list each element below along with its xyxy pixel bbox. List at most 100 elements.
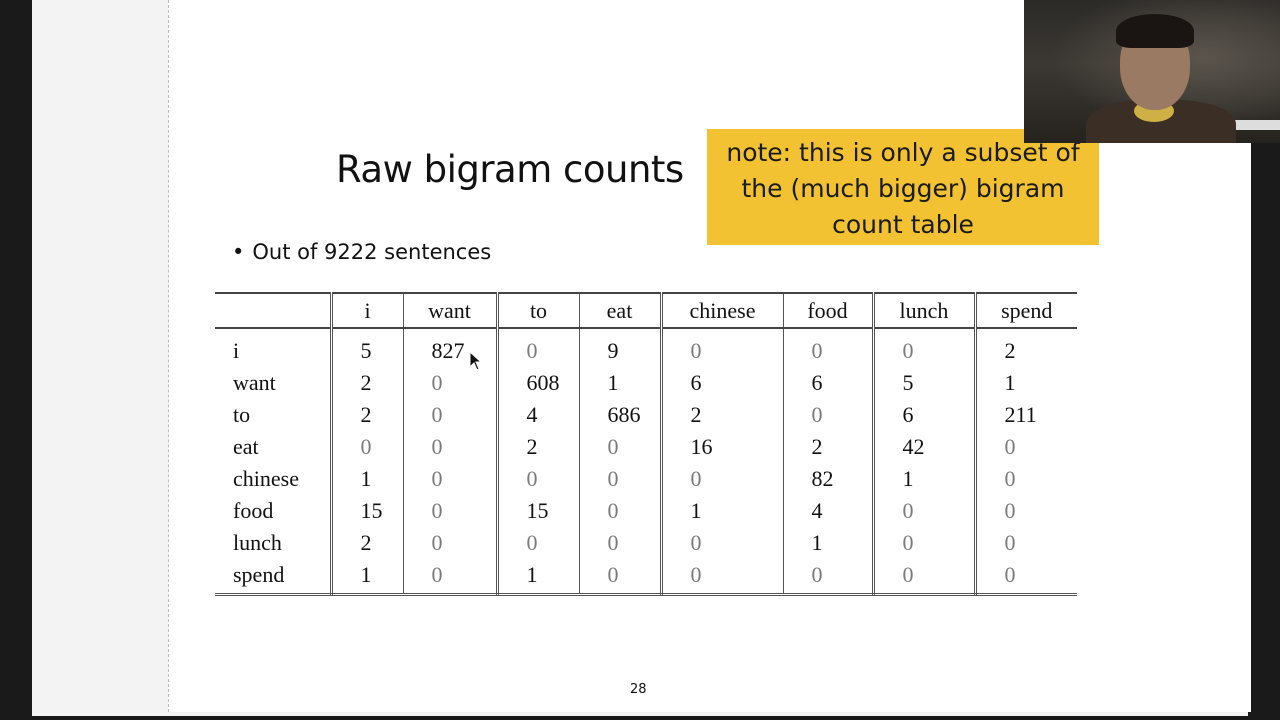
column-header: to	[497, 292, 580, 329]
count-cell: 211	[1004, 402, 1037, 427]
count-cell: 0	[873, 328, 977, 367]
count-cell: 827	[403, 328, 499, 367]
count-cell: 1	[331, 559, 404, 596]
note-line-3: count table	[832, 210, 974, 239]
column-header: lunch	[873, 292, 977, 329]
count-cell: 0	[661, 559, 784, 596]
bigram-count-table: i want to eat chinese food lunch spend i…	[215, 292, 1077, 596]
count-cell: 1	[331, 463, 404, 495]
table-row: spend 1 0 1 0 0 0 0 0	[215, 559, 1077, 596]
column-header: i	[331, 292, 404, 329]
count-cell: 0	[661, 463, 784, 495]
count-cell: 0	[873, 559, 977, 596]
count-cell: 2	[331, 367, 404, 399]
table-row: eat 0 0 2 0 16 2 42 0	[215, 431, 1077, 463]
row-header: food	[215, 495, 333, 527]
corner-cell	[215, 292, 333, 329]
count-cell: 1	[873, 463, 977, 495]
count-cell: 9	[579, 328, 663, 367]
count-cell: 0	[1004, 498, 1016, 523]
count-cell: 15	[497, 495, 580, 527]
row-header: want	[215, 367, 333, 399]
count-cell: 0	[403, 399, 499, 431]
row-header: to	[215, 399, 333, 431]
count-cell: 0	[403, 559, 499, 596]
count-cell: 6	[783, 367, 875, 399]
slide-title: Raw bigram counts	[336, 148, 684, 191]
count-cell: 608	[497, 367, 580, 399]
count-cell: 2	[331, 527, 404, 559]
count-cell: 0	[579, 431, 663, 463]
count-cell: 42	[873, 431, 977, 463]
count-cell: 0	[403, 367, 499, 399]
count-cell: 2	[331, 399, 404, 431]
note-line-2: the (much bigger) bigram	[741, 174, 1065, 203]
count-cell: 0	[497, 527, 580, 559]
count-cell: 0	[975, 559, 1077, 596]
webcam-person-hair	[1116, 14, 1194, 48]
column-header: spend	[975, 292, 1077, 329]
count-cell: 0	[497, 463, 580, 495]
row-header: chinese	[215, 463, 333, 495]
count-cell: 0	[783, 559, 875, 596]
bullet-item: • Out of 9222 sentences	[232, 240, 491, 264]
row-header: i	[215, 328, 333, 367]
count-cell: 5	[331, 328, 404, 367]
count-cell: 0	[579, 527, 663, 559]
count-cell: 0	[1004, 530, 1016, 555]
row-header: spend	[215, 559, 333, 596]
count-cell: 16	[661, 431, 784, 463]
count-cell: 0	[873, 527, 977, 559]
count-cell: 0	[1004, 466, 1016, 491]
count-cell: 4	[497, 399, 580, 431]
count-cell: 0	[403, 495, 499, 527]
note-line-1: note: this is only a subset of	[726, 138, 1080, 167]
page-number: 28	[630, 682, 647, 697]
table-header-row: i want to eat chinese food lunch spend	[215, 292, 1077, 329]
count-cell: 1	[1004, 370, 1016, 395]
column-header: chinese	[661, 292, 784, 329]
count-cell: 6	[873, 399, 977, 431]
count-cell: 0	[403, 431, 499, 463]
count-cell: 1	[579, 367, 663, 399]
count-cell: 0	[1004, 434, 1016, 459]
count-cell: 0	[331, 431, 404, 463]
count-cell: 0	[661, 328, 784, 367]
row-header: lunch	[215, 527, 333, 559]
count-cell: 15	[331, 495, 404, 527]
count-cell: 0	[403, 527, 499, 559]
note-callout: note: this is only a subset of the (much…	[707, 129, 1099, 245]
count-cell: 4	[783, 495, 875, 527]
table-row: want 2 0 608 1 6 6 5 1	[215, 367, 1077, 399]
count-cell: 1	[661, 495, 784, 527]
count-cell: 1	[783, 527, 875, 559]
table-row: i 5 827 0 9 0 0 0 2	[215, 328, 1077, 367]
webcam-overlay	[1024, 0, 1280, 143]
table-row: lunch 2 0 0 0 0 1 0 0	[215, 527, 1077, 559]
table-row: chinese 1 0 0 0 0 82 1 0	[215, 463, 1077, 495]
bullet-dot-icon: •	[232, 240, 245, 264]
webcam-shelf	[1224, 120, 1280, 130]
count-cell: 5	[873, 367, 977, 399]
count-cell: 1	[497, 559, 580, 596]
count-cell: 0	[661, 527, 784, 559]
count-cell: 0	[579, 495, 663, 527]
count-cell: 686	[579, 399, 663, 431]
table-row: food 15 0 15 0 1 4 0 0	[215, 495, 1077, 527]
count-cell: 0	[403, 463, 499, 495]
row-header: eat	[215, 431, 333, 463]
count-cell: 0	[497, 328, 580, 367]
column-header: food	[783, 292, 875, 329]
count-cell: 2	[661, 399, 784, 431]
count-cell: 0	[783, 399, 875, 431]
mouse-pointer-icon	[469, 351, 483, 371]
table-row: to 2 0 4 686 2 0 6 211	[215, 399, 1077, 431]
count-cell: 82	[783, 463, 875, 495]
count-cell: 6	[661, 367, 784, 399]
count-cell: 0	[579, 463, 663, 495]
count-cell: 2	[783, 431, 875, 463]
count-cell: 0	[783, 328, 875, 367]
bullet-text: Out of 9222 sentences	[252, 240, 492, 264]
column-header: want	[403, 292, 499, 329]
column-header: eat	[579, 292, 663, 329]
